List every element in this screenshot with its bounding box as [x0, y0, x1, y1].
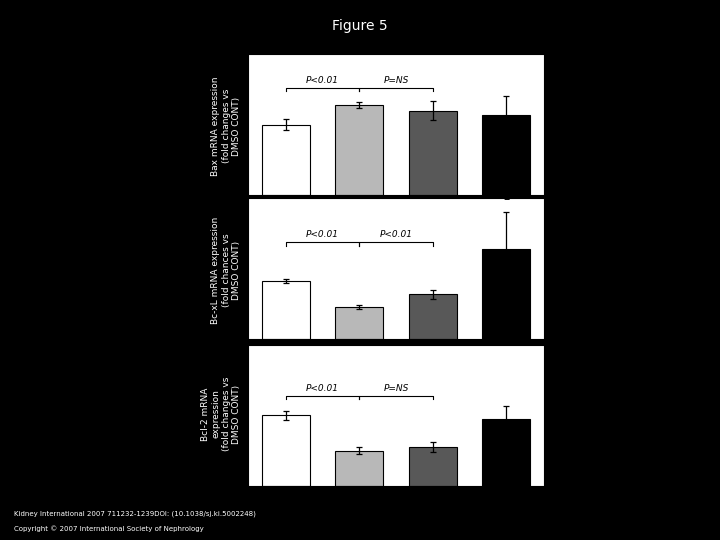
Text: Copyright © 2007 International Society of Nephrology: Copyright © 2007 International Society o…: [14, 525, 204, 531]
Text: Bcl-2 mRNA
expression
(fold changes vs
DMSO CONT): Bcl-2 mRNA expression (fold changes vs D…: [201, 377, 241, 451]
Text: Figure 5: Figure 5: [332, 19, 388, 33]
Text: Kidney International 2007 711232-1239DOI: (10.1038/sj.ki.5002248): Kidney International 2007 711232-1239DOI…: [14, 510, 256, 517]
Bar: [336, 105, 383, 195]
Bar: [409, 111, 456, 195]
Text: P=NS: P=NS: [383, 384, 409, 393]
Bar: [482, 249, 530, 339]
Text: P=NS: P=NS: [383, 76, 409, 85]
Bar: [262, 125, 310, 195]
Bar: [409, 294, 456, 339]
Text: P<0.01: P<0.01: [379, 230, 413, 239]
Bar: [262, 281, 310, 339]
Text: –: –: [503, 193, 510, 206]
Bar: [262, 415, 310, 486]
Bar: [482, 419, 530, 486]
Bar: [336, 451, 383, 486]
Text: P<0.01: P<0.01: [306, 230, 339, 239]
Bar: [336, 307, 383, 339]
Bar: [409, 447, 456, 486]
Text: Bax mRNA expression
(fold changes vs
DMSO CONT): Bax mRNA expression (fold changes vs DMS…: [212, 76, 241, 176]
Text: Bc-xL mRNA expression
(fold chances vs
DMSO CONT): Bc-xL mRNA expression (fold chances vs D…: [212, 217, 241, 323]
Text: P<0.01: P<0.01: [306, 384, 339, 393]
Bar: [482, 116, 530, 195]
Text: P<0.01: P<0.01: [306, 76, 339, 85]
